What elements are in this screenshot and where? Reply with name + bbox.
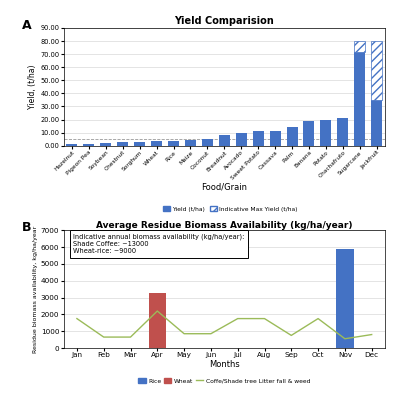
Y-axis label: Residue biomass availability, kg/ha/year: Residue biomass availability, kg/ha/year xyxy=(33,226,38,353)
Title: Average Residue Biomass Availability (kg/ha/year): Average Residue Biomass Availability (kg… xyxy=(96,220,353,230)
Bar xyxy=(354,52,365,146)
X-axis label: Food/Grain: Food/Grain xyxy=(201,182,247,191)
Bar xyxy=(337,118,348,146)
Legend: Yield (t/ha), Indicative Max Yield (t/ha): Yield (t/ha), Indicative Max Yield (t/ha… xyxy=(162,205,299,213)
Title: Yield Comparision: Yield Comparision xyxy=(174,16,274,26)
Bar xyxy=(185,140,196,146)
X-axis label: Months: Months xyxy=(209,360,240,368)
Bar xyxy=(117,142,128,146)
Text: Indicative annual biomass availability (kg/ha/year):
Shade Coffee: ~13000
Wheat-: Indicative annual biomass availability (… xyxy=(73,234,245,254)
Bar xyxy=(303,121,314,146)
Bar xyxy=(66,144,77,146)
Y-axis label: Yield, (t/ha): Yield, (t/ha) xyxy=(29,64,37,109)
Bar xyxy=(151,142,162,146)
Text: A: A xyxy=(22,18,31,32)
Bar xyxy=(100,143,111,146)
Bar xyxy=(270,131,281,146)
Text: B: B xyxy=(22,221,31,234)
Bar xyxy=(320,120,331,146)
Bar xyxy=(371,41,382,100)
Bar xyxy=(148,293,166,348)
Bar xyxy=(354,41,365,52)
Bar xyxy=(336,249,354,348)
Bar xyxy=(202,139,213,146)
Bar xyxy=(252,131,264,146)
Bar xyxy=(219,135,230,146)
Bar xyxy=(168,141,179,146)
Legend: Rice, Wheat, Coffe/Shade tree Litter fall & weed: Rice, Wheat, Coffe/Shade tree Litter fal… xyxy=(137,377,311,385)
Bar xyxy=(287,127,297,146)
Bar xyxy=(236,132,247,146)
Bar xyxy=(134,142,145,146)
Bar xyxy=(371,100,382,146)
Bar xyxy=(83,144,94,146)
